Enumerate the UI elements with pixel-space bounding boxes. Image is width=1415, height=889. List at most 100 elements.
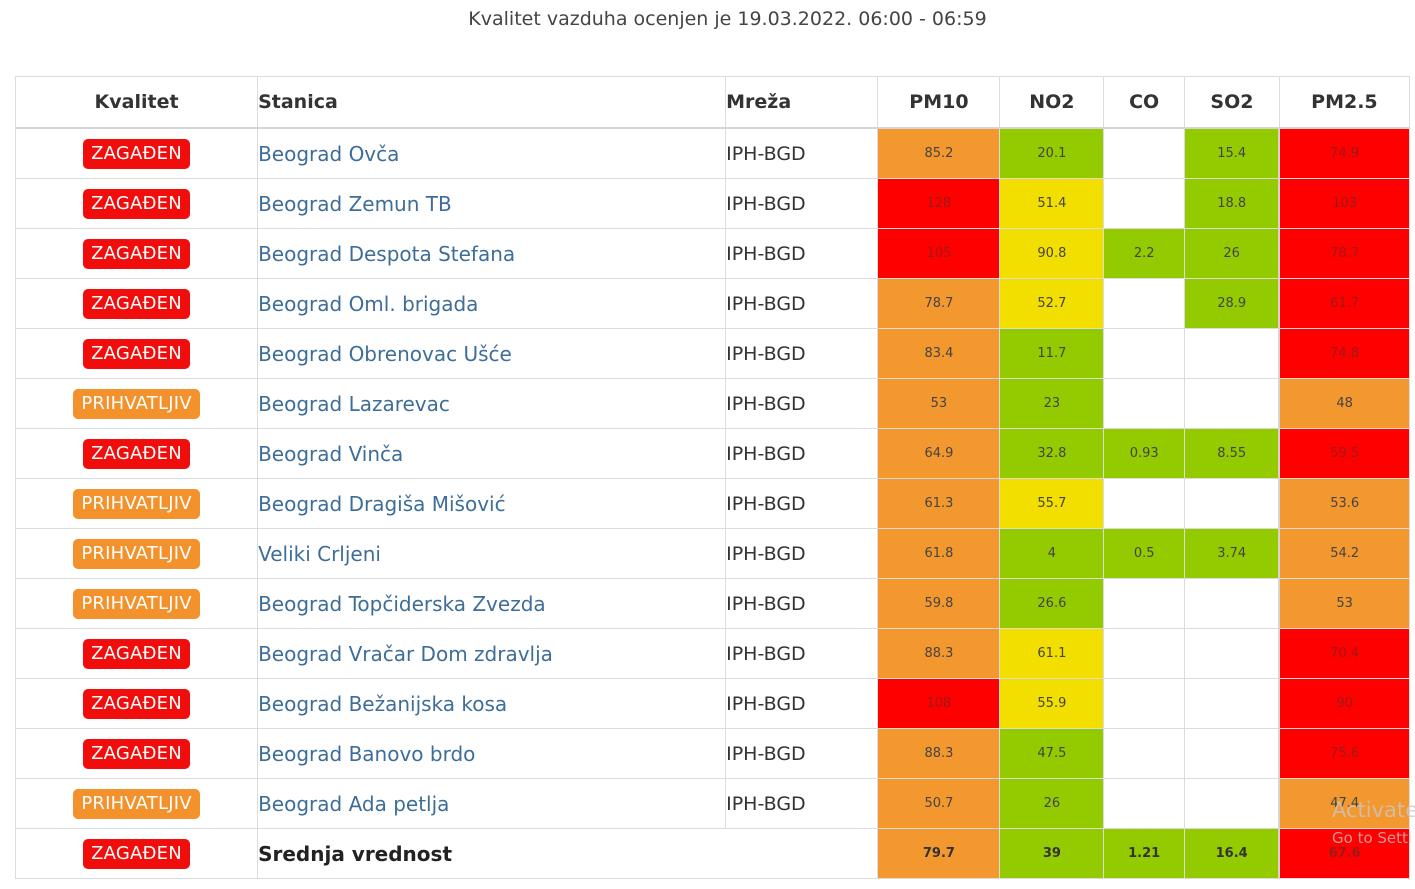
co-value	[1103, 628, 1186, 679]
so2-value: 18.8	[1184, 178, 1281, 229]
no2-value: 39	[999, 828, 1105, 879]
pm25-value: 61.7	[1278, 278, 1411, 329]
station-link[interactable]: Beograd Ada petlja	[257, 778, 727, 829]
table-row: PRIHVATLJIV Veliki Crljeni IPH-BGD 61.8 4 0.5…	[14, 528, 1411, 579]
no2-value: 26.6	[999, 578, 1105, 629]
co-value: 1.21	[1103, 828, 1186, 879]
pm10-value: 83.4	[877, 328, 1001, 379]
station-link[interactable]: Beograd Obrenovac Ušće	[257, 328, 727, 379]
header-pm25[interactable]: PM2.5	[1278, 76, 1411, 129]
network-cell: IPH-BGD	[725, 528, 879, 579]
header-quality[interactable]: Kvalitet	[14, 76, 259, 129]
pm25-value: 78.7	[1278, 228, 1411, 279]
header-pm10[interactable]: PM10	[877, 76, 1001, 129]
pm25-value: 70.4	[1278, 628, 1411, 679]
station-link[interactable]: Beograd Ovča	[257, 127, 727, 179]
network-cell: IPH-BGD	[725, 478, 879, 529]
no2-value: 23	[999, 378, 1105, 429]
station-link[interactable]: Veliki Crljeni	[257, 528, 727, 579]
co-value	[1103, 778, 1186, 829]
quality-badge: ZAGAĐEN	[83, 688, 190, 719]
pm10-value: 78.7	[877, 278, 1001, 329]
so2-value: 16.4	[1184, 828, 1281, 879]
network-cell: IPH-BGD	[725, 328, 879, 379]
pm25-value: 54.2	[1278, 528, 1411, 579]
no2-value: 61.1	[999, 628, 1105, 679]
network-cell: IPH-BGD	[725, 178, 879, 229]
table-row: ZAGAĐEN Beograd Obrenovac Ušće IPH-BGD 83.4…	[14, 328, 1411, 379]
header-co[interactable]: CO	[1103, 76, 1186, 129]
quality-badge: ZAGAĐEN	[83, 288, 190, 319]
co-value	[1103, 728, 1186, 779]
network-cell: IPH-BGD	[725, 778, 879, 829]
table-row: ZAGAĐEN Beograd Vračar Dom zdravlja IPH-BG…	[14, 628, 1411, 679]
pm25-value: 47.4	[1278, 778, 1411, 829]
table-row: ZAGAĐEN Beograd Ovča IPH-BGD 85.2 20.1 15.4 74…	[14, 127, 1411, 179]
station-link[interactable]: Beograd Vračar Dom zdravlja	[257, 628, 727, 679]
network-cell: IPH-BGD	[725, 378, 879, 429]
header-no2[interactable]: NO2	[999, 76, 1105, 129]
header-so2[interactable]: SO2	[1184, 76, 1280, 129]
co-value	[1103, 328, 1186, 379]
pm10-value: 88.3	[877, 628, 1001, 679]
table-row: PRIHVATLJIV Beograd Lazarevac IPH-BGD 53 23 4…	[14, 378, 1411, 429]
no2-value: 11.7	[999, 328, 1105, 379]
pm10-value: 108	[877, 678, 1001, 729]
pm10-value: 79.7	[877, 828, 1001, 879]
activate-windows-settings-hint: Go to Setti	[1332, 829, 1413, 847]
average-row: ZAGAĐEN Srednja vrednost 79.7 39 1.21 16.4 67.…	[14, 828, 1411, 879]
table-row: PRIHVATLJIV Beograd Topčiderska Zvezda IPH…	[14, 578, 1411, 629]
quality-cell: ZAGAĐEN	[14, 178, 259, 229]
co-value	[1103, 578, 1186, 629]
pm25-value: 103	[1278, 178, 1411, 229]
co-value	[1103, 178, 1186, 229]
so2-value: 3.74	[1184, 528, 1281, 579]
activate-windows-watermark: Activate	[1332, 798, 1415, 822]
network-cell: IPH-BGD	[725, 578, 879, 629]
so2-value	[1184, 478, 1281, 529]
station-link[interactable]: Beograd Vinča	[257, 428, 727, 479]
station-link[interactable]: Beograd Zemun TB	[257, 178, 727, 229]
co-value: 2.2	[1103, 228, 1186, 279]
network-cell: IPH-BGD	[725, 278, 879, 329]
average-label: Srednja vrednost	[257, 828, 879, 879]
quality-badge: ZAGAĐEN	[83, 188, 190, 219]
no2-value: 47.5	[999, 728, 1105, 779]
quality-cell: ZAGAĐEN	[14, 728, 259, 779]
pm25-value: 59.5	[1278, 428, 1411, 479]
quality-badge: PRIHVATLJIV	[73, 588, 200, 619]
no2-value: 26	[999, 778, 1105, 829]
no2-value: 90.8	[999, 228, 1105, 279]
pm25-value: 53.6	[1278, 478, 1411, 529]
quality-badge: ZAGAĐEN	[83, 238, 190, 269]
pm10-value: 64.9	[877, 428, 1001, 479]
quality-cell: PRIHVATLJIV	[14, 528, 259, 579]
quality-cell: ZAGAĐEN	[14, 628, 259, 679]
station-link[interactable]: Beograd Despota Stefana	[257, 228, 727, 279]
no2-value: 52.7	[999, 278, 1105, 329]
table-row: PRIHVATLJIV Beograd Ada petlja IPH-BGD 50.7…	[14, 778, 1411, 829]
co-value	[1103, 378, 1186, 429]
station-link[interactable]: Beograd Lazarevac	[257, 378, 727, 429]
header-station[interactable]: Stanica	[257, 76, 727, 129]
so2-value	[1184, 778, 1281, 829]
station-link[interactable]: Beograd Banovo brdo	[257, 728, 727, 779]
pm25-value: 90	[1278, 678, 1411, 729]
so2-value	[1184, 378, 1281, 429]
pm25-value: 48	[1278, 378, 1411, 429]
station-link[interactable]: Beograd Dragiša Mišović	[257, 478, 727, 529]
pm25-value: 53	[1278, 578, 1411, 629]
table-row: ZAGAĐEN Beograd Bežanijska kosa IPH-BGD 108…	[14, 678, 1411, 729]
station-link[interactable]: Beograd Topčiderska Zvezda	[257, 578, 727, 629]
pm10-value: 61.3	[877, 478, 1001, 529]
co-value	[1103, 127, 1186, 179]
station-link[interactable]: Beograd Bežanijska kosa	[257, 678, 727, 729]
pm10-value: 128	[877, 178, 1001, 229]
no2-value: 51.4	[999, 178, 1105, 229]
pm10-value: 53	[877, 378, 1001, 429]
page-title: Kvalitet vazduha ocenjen je 19.03.2022. …	[468, 8, 987, 30]
so2-value	[1184, 628, 1281, 679]
station-link[interactable]: Beograd Oml. brigada	[257, 278, 727, 329]
header-network[interactable]: Mreža	[725, 76, 879, 129]
table-row: ZAGAĐEN Beograd Banovo brdo IPH-BGD 88.3 47.…	[14, 728, 1411, 779]
